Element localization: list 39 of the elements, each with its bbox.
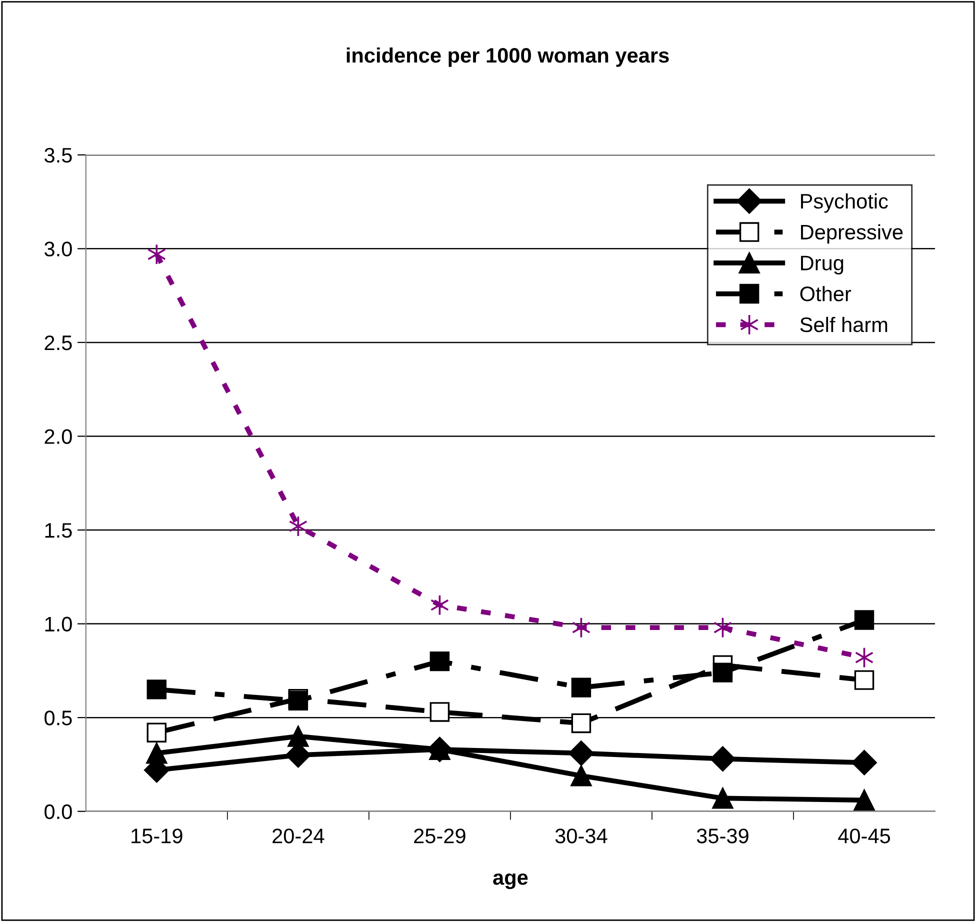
y-tick-label: 0.0: [44, 804, 72, 820]
point: [571, 678, 592, 698]
y-tick-label: 2.5: [44, 335, 72, 350]
y-tick-label: 1.5: [45, 523, 72, 538]
x-tick-label: 15-19: [132, 828, 182, 844]
x-tick-label: 30-34: [555, 828, 608, 844]
y-tick-label: 3.0: [44, 242, 72, 256]
x-tick-label: 40-45: [838, 828, 890, 844]
y-tick-label: 0.5: [44, 710, 72, 726]
point: [146, 722, 167, 742]
x-tick-label: 20-24: [272, 828, 324, 844]
chart-title: incidence per 1000 woman years: [346, 47, 669, 67]
point: [710, 746, 736, 772]
y-tick-label: 2.0: [44, 429, 72, 444]
point: [146, 680, 167, 700]
legend-label: Depressive: [801, 224, 903, 244]
point: [430, 651, 450, 672]
legend-label: Other: [800, 286, 852, 302]
x-tick-label: 35-39: [696, 828, 748, 844]
point: [852, 750, 877, 776]
point: [571, 713, 592, 734]
point: [147, 244, 166, 265]
point: [712, 788, 734, 809]
point: [854, 670, 874, 690]
point: [854, 790, 875, 811]
legend-label: Self harm: [800, 316, 888, 332]
legend-label: Psychotic: [801, 193, 888, 213]
point: [712, 662, 733, 682]
point: [568, 740, 594, 766]
x-tick-label: 25-29: [414, 828, 466, 844]
x-axis-title: age: [493, 873, 528, 890]
point: [146, 742, 168, 764]
y-tick-label: 3.5: [44, 148, 72, 163]
legend-label: Drug: [801, 256, 844, 275]
point: [430, 702, 450, 722]
point: [854, 610, 874, 630]
point: [570, 765, 592, 786]
point: [288, 726, 309, 747]
y-tick-label: 1.0: [45, 616, 72, 632]
